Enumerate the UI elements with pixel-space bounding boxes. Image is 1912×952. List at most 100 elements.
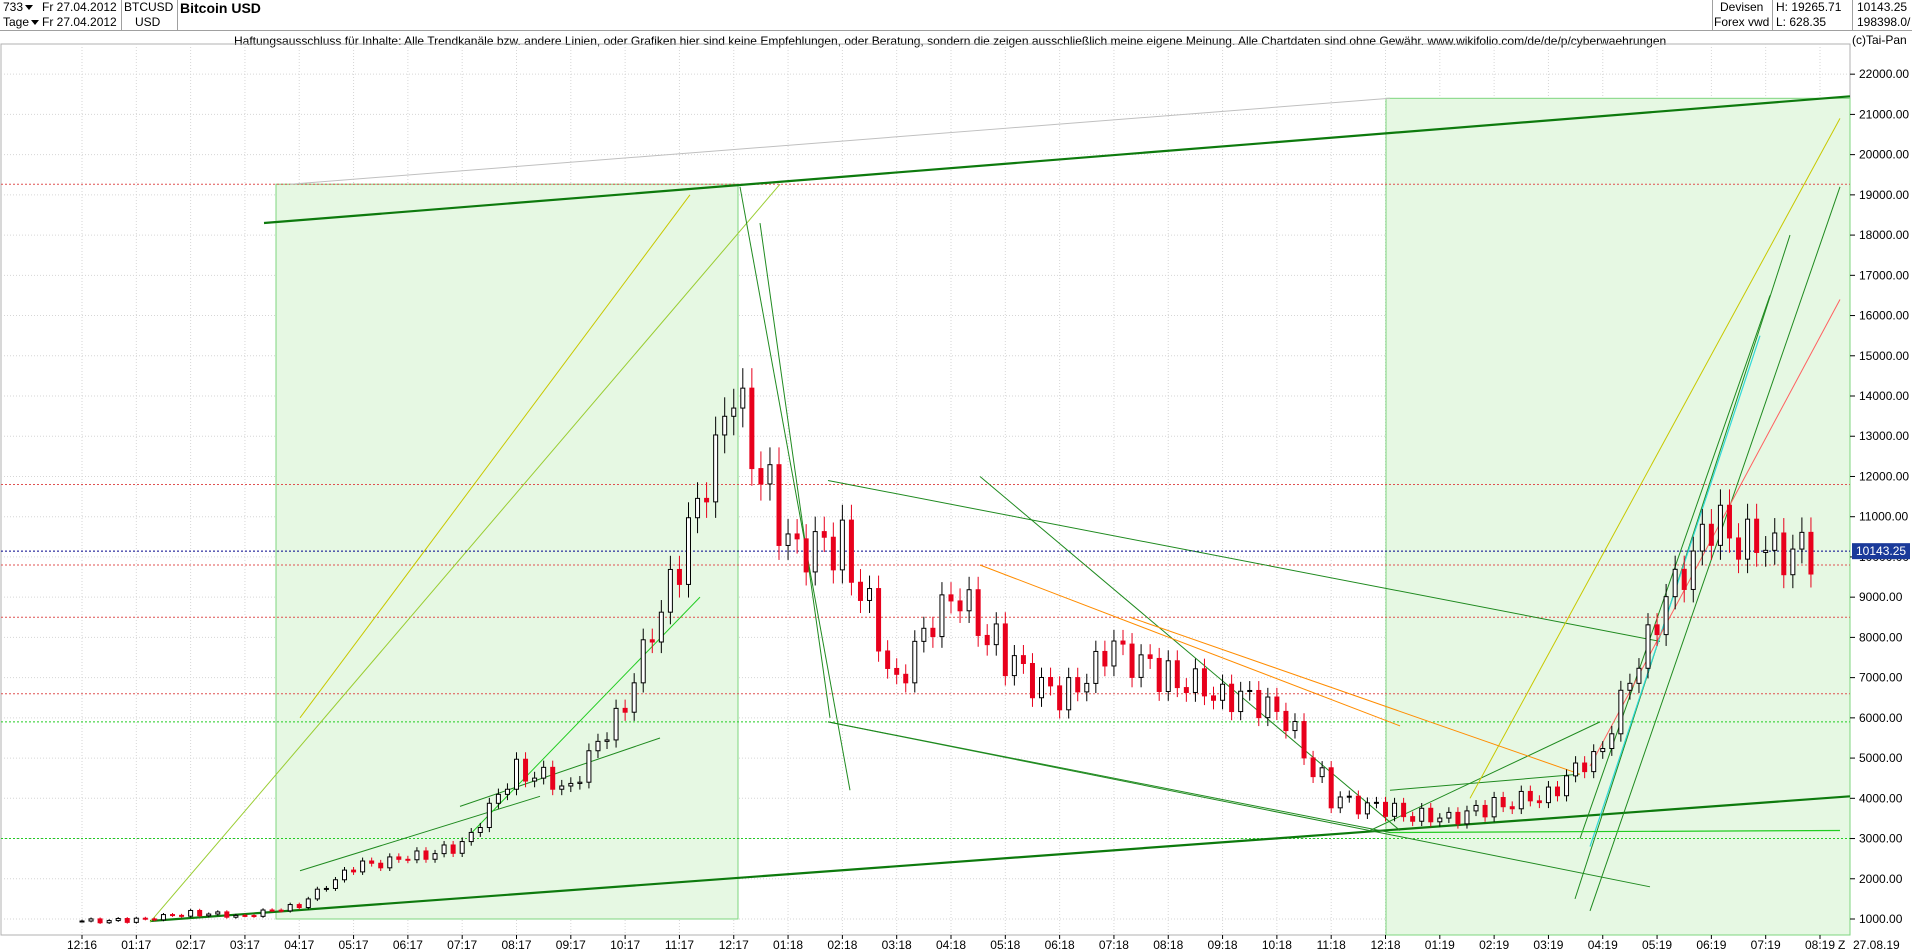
- candle-body: [839, 519, 845, 571]
- candle-body: [1029, 662, 1035, 699]
- candle-body: [378, 862, 384, 869]
- candle-body: [1383, 801, 1388, 817]
- x-tick-label: 03:18: [882, 938, 912, 952]
- candle-body: [1636, 667, 1642, 684]
- candle-body: [1482, 804, 1488, 818]
- candle-body: [1011, 655, 1017, 677]
- candle-body: [305, 898, 311, 909]
- candle-body: [1736, 537, 1742, 560]
- candle-body: [1138, 654, 1144, 678]
- candle-body: [1473, 804, 1479, 812]
- candle-body: [803, 538, 809, 573]
- trend-line: [759, 222, 831, 718]
- x-tick-label: 07:19: [1751, 938, 1781, 952]
- candle-body: [1174, 660, 1180, 689]
- candle-body: [550, 766, 556, 790]
- trend-line: [979, 476, 1401, 831]
- candle-body: [1554, 786, 1560, 797]
- candle-body: [1654, 624, 1660, 636]
- candle-body: [1355, 795, 1361, 815]
- candle-body: [1111, 640, 1117, 667]
- symbol-label: BTCUSD: [124, 0, 174, 14]
- candle-body: [1084, 682, 1090, 693]
- candle-body: [541, 766, 547, 779]
- candle-body: [1763, 549, 1769, 553]
- candle-body: [1346, 795, 1352, 798]
- x-tick-label: 04:17: [284, 938, 314, 952]
- candle-body: [514, 758, 519, 790]
- candle-body: [133, 917, 139, 923]
- dropdown-arrow-icon: [25, 4, 34, 10]
- trend-line: [1469, 118, 1841, 799]
- candle-body: [224, 911, 230, 918]
- candle-body: [459, 841, 465, 854]
- candle-body: [1627, 682, 1633, 691]
- candle-body: [1401, 802, 1407, 818]
- candle-body: [921, 627, 927, 642]
- last-price-badge: [1852, 543, 1910, 560]
- candle-body: [106, 920, 112, 924]
- candle-body: [1319, 767, 1325, 778]
- candle-body: [1582, 762, 1588, 773]
- candle-body: [1183, 687, 1189, 693]
- candle-body: [468, 831, 474, 843]
- y-tick-label: 14000.00: [1859, 389, 1909, 403]
- x-axis-marker: Z: [1838, 938, 1845, 952]
- candle-body: [396, 856, 402, 860]
- candle-body: [450, 844, 456, 854]
- candle-body: [676, 568, 682, 585]
- copyright-label: (c)Tai-Pan: [1852, 33, 1907, 47]
- candle-body: [1419, 807, 1425, 822]
- candle-body: [848, 519, 854, 583]
- candle-body: [1681, 568, 1687, 590]
- candle-body: [894, 667, 900, 675]
- candle-body: [577, 781, 583, 784]
- candle-body: [1446, 811, 1452, 819]
- candle-body: [704, 497, 710, 503]
- x-tick-label: 04:19: [1588, 938, 1618, 952]
- y-tick-label: 5000.00: [1859, 751, 1903, 765]
- x-tick-label: 06:19: [1696, 938, 1726, 952]
- candle-body: [441, 844, 447, 855]
- candle-body: [188, 909, 194, 917]
- candle-body: [1672, 568, 1678, 598]
- x-tick-label: 12:17: [719, 938, 749, 952]
- header-divider: [1772, 0, 1773, 30]
- candle-body: [1781, 532, 1787, 576]
- candle-body: [1247, 689, 1253, 692]
- candle-body: [1373, 801, 1379, 804]
- header-divider: [121, 0, 122, 30]
- y-tick-label: 15000.00: [1859, 349, 1909, 363]
- period-count-select[interactable]: 733: [3, 0, 35, 15]
- header-divider: [177, 0, 178, 30]
- candle-body: [287, 904, 293, 912]
- candle-body: [740, 387, 746, 409]
- candle-body: [876, 588, 882, 652]
- y-tick-label: 20000.00: [1859, 148, 1909, 162]
- candle-body: [1799, 531, 1805, 550]
- trend-line: [263, 95, 1851, 225]
- candle-body: [1283, 710, 1289, 732]
- candle-body: [88, 918, 94, 922]
- y-tick-label: 6000.00: [1859, 711, 1903, 725]
- trend-line: [1129, 616, 1581, 775]
- candle-body: [631, 682, 637, 713]
- interval-select[interactable]: Tage: [3, 15, 41, 30]
- candle-body: [1591, 751, 1597, 773]
- candle-body: [206, 913, 212, 917]
- candle-body: [323, 887, 329, 890]
- candle-body: [685, 517, 691, 585]
- y-tick-label: 12000.00: [1859, 469, 1909, 483]
- candle-body: [142, 917, 148, 920]
- trend-line: [739, 186, 851, 791]
- candle-body: [758, 468, 764, 485]
- y-tick-label: 9000.00: [1859, 590, 1903, 604]
- candle-body: [251, 915, 257, 918]
- trend-line: [299, 795, 541, 872]
- candle-body: [1536, 800, 1542, 804]
- x-end-label: 27.08.19: [1853, 938, 1900, 952]
- candle-body: [1500, 797, 1506, 808]
- candle-body: [966, 589, 972, 612]
- candle-body: [559, 785, 565, 790]
